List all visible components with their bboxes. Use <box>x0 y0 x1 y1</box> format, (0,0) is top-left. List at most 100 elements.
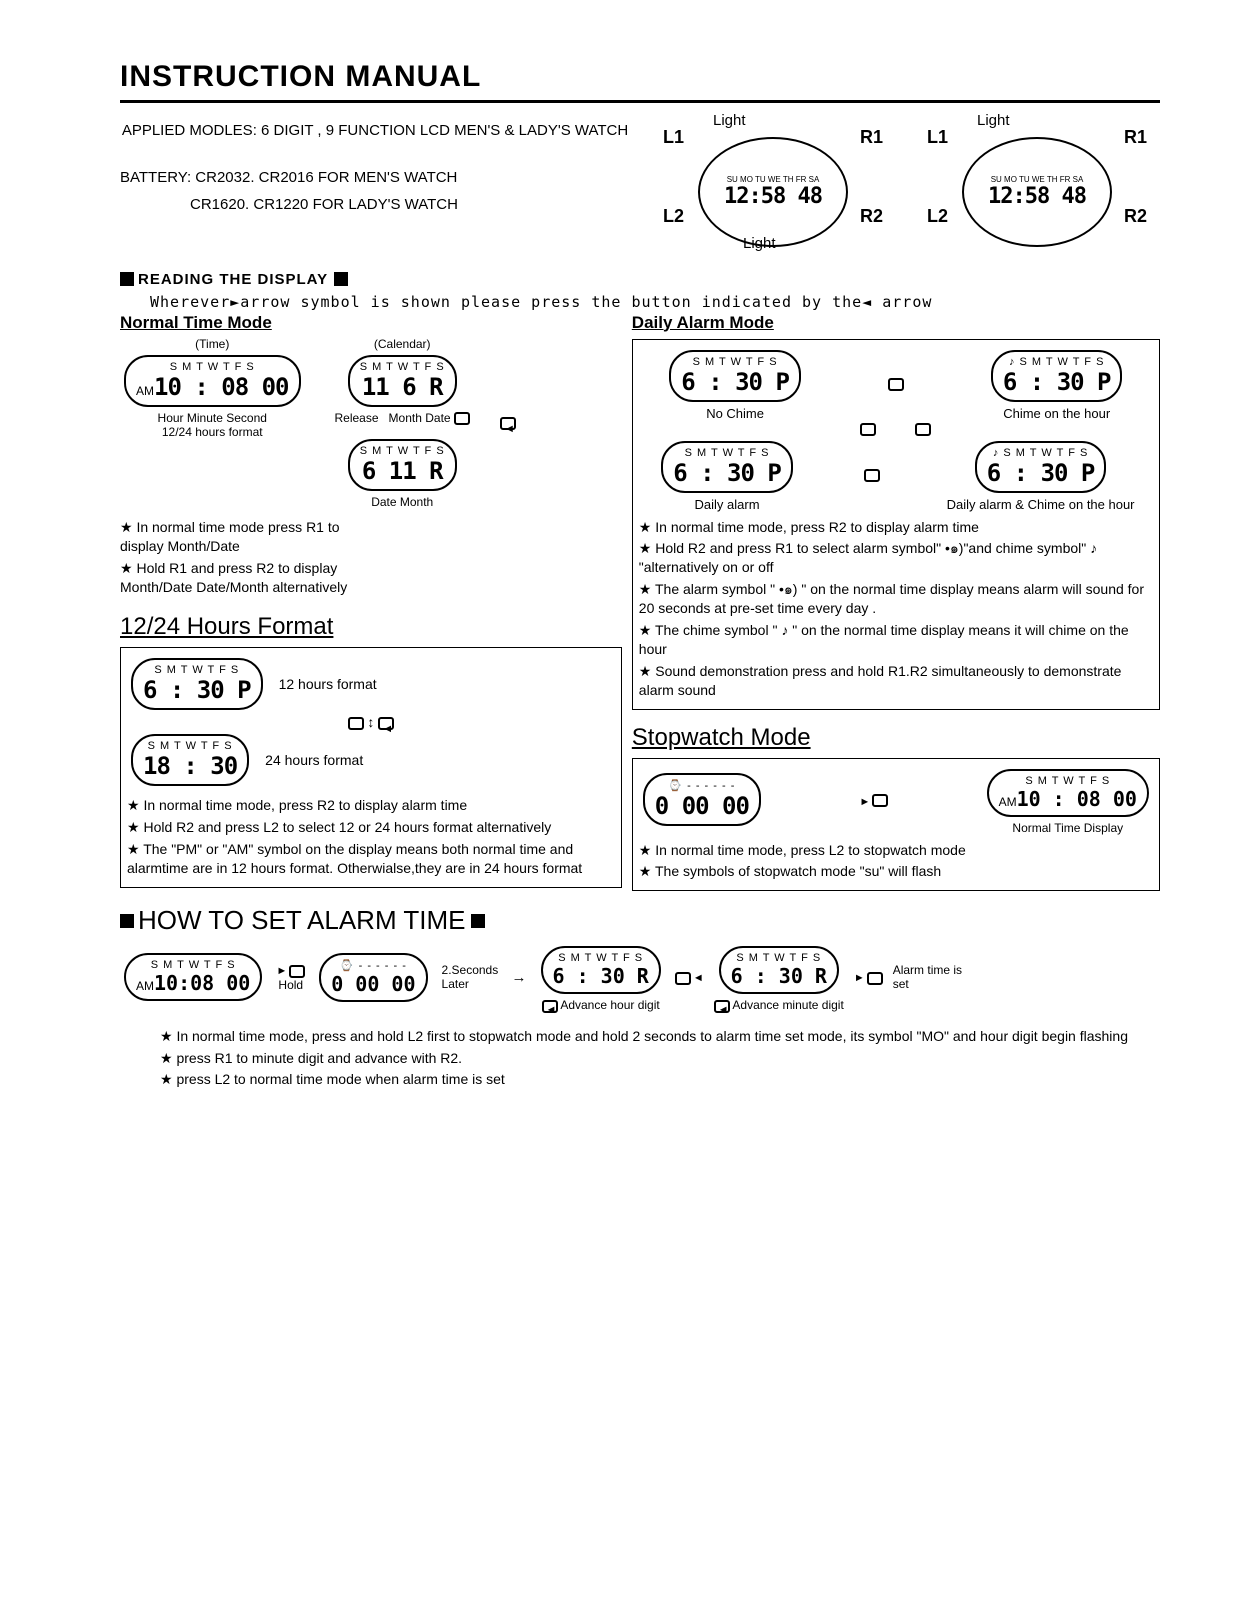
dailychime-label: Daily alarm & Chime on the hour <box>947 497 1135 512</box>
watchface-days: S M T W T F S <box>731 952 827 964</box>
light-label-bottom: Light <box>743 235 776 252</box>
watch-time: 12:58 48 <box>988 184 1086 209</box>
nochime-label: No Chime <box>665 406 805 421</box>
watchface-alarm-time: 6 : 30 P <box>681 368 789 396</box>
datemonth-label: Date Month <box>335 495 470 509</box>
set-alarm-header: HOW TO SET ALARM TIME <box>120 905 1160 936</box>
time-label: (Time) <box>120 337 305 351</box>
watchface-days: S M T W T F S <box>136 361 289 373</box>
step1-time: 10:08 00 <box>154 971 250 995</box>
l2-label: L2 <box>927 206 948 227</box>
12h-label: 12 hours format <box>279 676 377 692</box>
applied-models: APPLIED MODLES: 6 DIGIT , 9 FUNCTION LCD… <box>120 117 630 144</box>
normal-bullet-2: Hold R1 and press R2 to display Month/Da… <box>120 559 350 597</box>
watchface-days: S M T W T F S <box>360 445 445 457</box>
am-label: AM <box>999 795 1017 809</box>
button-icon <box>888 378 904 391</box>
watch-diagram-2: Light L1 R1 L2 R2 SU MO TU WE TH FR SA 1… <box>927 117 1147 247</box>
stopwatch-bullet-2: The symbols of stopwatch mode "su" will … <box>639 862 1153 881</box>
button-icon <box>542 1000 558 1013</box>
battery-line-1: BATTERY: CR2032. CR2016 FOR MEN'S WATCH <box>120 164 630 191</box>
reading-note: Wherever►arrow symbol is shown please pr… <box>150 293 1160 311</box>
watchface-datemonth-digits: 6 11 R <box>360 457 445 485</box>
watchface-days: S M T W T F S <box>673 447 781 459</box>
hours-bullet-2: Hold R2 and press L2 to select 12 or 24 … <box>127 818 615 837</box>
watchface-normal: S M T W T F S AM10 : 08 00 <box>987 769 1149 817</box>
step3-time: 6 : 30 R <box>553 964 649 988</box>
stopwatch-dashes: ⌚ - - - - - - <box>331 959 415 972</box>
watchface-calendar: S M T W T F S 11 6 R <box>348 355 457 407</box>
set-alarm-row: S M T W T F S AM10:08 00 Hold ⌚ - - - - … <box>120 942 1160 1012</box>
watch-days: SU MO TU WE TH FR SA <box>991 175 1084 184</box>
setalarm-bullet-1: In normal time mode, press and hold L2 f… <box>160 1027 1160 1046</box>
battery-line-2: CR1620. CR1220 FOR LADY'S WATCH <box>120 191 630 218</box>
button-icon <box>915 423 931 436</box>
l1-label: L1 <box>927 127 948 148</box>
watchface-days: S M T W T F S <box>999 775 1137 787</box>
alarm-bullet-5: Sound demonstration press and hold R1.R2… <box>639 662 1153 700</box>
normal-time-mode-header: Normal Time Mode <box>120 313 622 333</box>
hours-bullet-1: In normal time mode, press R2 to display… <box>127 796 615 815</box>
normal-bullet-1: In normal time mode press R1 to display … <box>120 518 350 556</box>
setalarm-bullet-3: press L2 to normal time mode when alarm … <box>160 1070 1160 1089</box>
hours-format-header: 12/24 Hours Format <box>120 613 622 641</box>
hms-label: Hour Minute Second <box>120 411 305 425</box>
watchface-24h-time: 18 : 30 <box>143 752 237 780</box>
divider <box>120 100 1160 103</box>
watch-time: 12:58 48 <box>724 184 822 209</box>
alarm-bullet-3: The alarm symbol " •๑) " on the normal t… <box>639 580 1153 618</box>
advance-minute-label: Advance minute digit <box>732 998 843 1012</box>
24h-label: 24 hours format <box>265 752 363 768</box>
stopwatch-dashes: ⌚ - - - - - - <box>655 779 749 792</box>
stopwatch-bullet-1: In normal time mode, press L2 to stopwat… <box>639 841 1153 860</box>
button-icon <box>500 417 516 430</box>
fmt-label: 12/24 hours format <box>120 425 305 439</box>
advance-hour-label: Advance hour digit <box>560 998 659 1012</box>
step4-time: 6 : 30 R <box>731 964 827 988</box>
button-icon <box>864 469 880 482</box>
r2-label: R2 <box>1124 206 1147 227</box>
hours-bullet-3: The "PM" or "AM" symbol on the display m… <box>127 840 615 878</box>
dailyalarm-label: Daily alarm <box>657 497 797 512</box>
button-icon <box>872 794 888 807</box>
watchface-stopwatch: ⌚ - - - - - - 0 00 00 <box>643 773 761 826</box>
r1-label: R1 <box>860 127 883 148</box>
alarm-box: S M T W T F S 6 : 30 P No Chime ♪ S M T … <box>632 339 1160 710</box>
daily-alarm-mode-header: Daily Alarm Mode <box>632 313 1160 333</box>
watchface-step3: S M T W T F S 6 : 30 R <box>541 946 661 994</box>
watchface-alarm-time: 6 : 30 P <box>1003 368 1111 396</box>
watchface-alarm-time: 6 : 30 P <box>673 459 781 487</box>
watchface-days: S M T W T F S <box>681 356 789 368</box>
button-icon <box>675 972 691 985</box>
l1-label: L1 <box>663 127 684 148</box>
watchface-time: S M T W T F S AM10 : 08 00 <box>124 355 301 407</box>
button-icon <box>860 423 876 436</box>
watchface-12h: S M T W T F S 6 : 30 P <box>131 658 263 710</box>
watchface-days: ♪ S M T W T F S <box>1003 356 1111 368</box>
button-icon <box>289 965 305 978</box>
stopwatch-header: Stopwatch Mode <box>632 724 1160 752</box>
setalarm-bullet-2: press R1 to minute digit and advance wit… <box>160 1049 1160 1068</box>
watchface-days: S M T W T F S <box>360 361 445 373</box>
watchface-step1: S M T W T F S AM10:08 00 <box>124 953 262 1001</box>
r2-label: R2 <box>860 206 883 227</box>
am-label: AM <box>136 384 154 398</box>
watchface-alarm-time: 6 : 30 P <box>987 459 1095 487</box>
watchface-time-digits: 10 : 08 00 <box>154 373 289 401</box>
watchface-date: 11 6 R <box>360 373 445 401</box>
watchface-days: S M T W T F S <box>143 664 251 676</box>
watchface-chimeon: ♪ S M T W T F S 6 : 30 P <box>991 350 1123 402</box>
l2-label: L2 <box>663 206 684 227</box>
watchface-days: S M T W T F S <box>143 740 237 752</box>
hold-label: Hold <box>278 978 303 992</box>
watchface-step2: ⌚ - - - - - - 0 00 00 <box>319 953 427 1002</box>
hours-format-box: S M T W T F S 6 : 30 P 12 hours format ↕… <box>120 647 622 888</box>
alarm-bullet-2: Hold R2 and press R1 to select alarm sym… <box>639 539 1153 577</box>
watchface-nochime: S M T W T F S 6 : 30 P <box>669 350 801 402</box>
r1-label: R1 <box>1124 127 1147 148</box>
watchface-dailychime: ♪ S M T W T F S 6 : 30 P <box>975 441 1107 493</box>
light-label: Light <box>713 112 746 129</box>
alarm-set-label: Alarm time is set <box>893 963 963 991</box>
watchface-step4: S M T W T F S 6 : 30 R <box>719 946 839 994</box>
chimeon-label: Chime on the hour <box>987 406 1127 421</box>
